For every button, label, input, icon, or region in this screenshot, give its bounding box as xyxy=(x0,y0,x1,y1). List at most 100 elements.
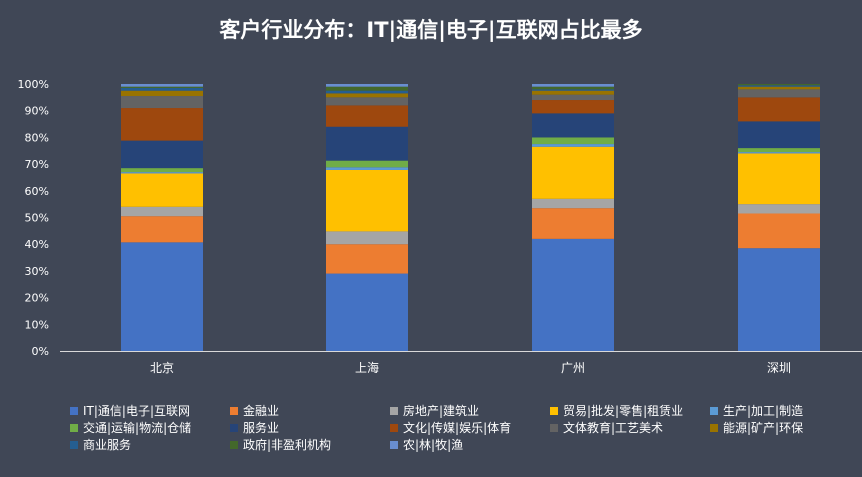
bar-segment xyxy=(326,169,408,232)
bar-segment xyxy=(326,160,408,168)
bar-segment xyxy=(121,172,203,174)
x-tick-label: 上海 xyxy=(355,360,379,375)
stacked-bar-chart: 0% 10% 20% 30% 40% 50% 60% 70% 80% 90% 100% 北京 上海 广州… xyxy=(18,78,862,375)
bar-segment xyxy=(738,86,820,90)
bar-segment xyxy=(738,248,820,351)
legend-item: 生产|加工|制造 xyxy=(710,403,850,419)
y-tick-label: 30% xyxy=(25,265,49,278)
legend-label: 生产|加工|制造 xyxy=(723,404,804,418)
bar-segment xyxy=(121,216,203,243)
legend-label: 金融业 xyxy=(243,404,280,418)
legend-item: 房地产|建筑业 xyxy=(390,403,550,419)
bar-segment xyxy=(532,100,614,114)
y-tick-label: 60% xyxy=(25,185,49,198)
bar-segment xyxy=(326,126,408,161)
bar-segment xyxy=(532,84,614,87)
y-tick-label: 20% xyxy=(25,292,49,305)
legend-swatch xyxy=(230,424,238,432)
bar-segment xyxy=(532,113,614,138)
bar-segment xyxy=(121,168,203,173)
legend-label: 政府|非盈利机构 xyxy=(243,438,332,452)
y-tick-label: 0% xyxy=(32,345,49,358)
legend-swatch xyxy=(550,424,558,432)
bar-segment xyxy=(326,167,408,170)
legend-item: 能源|矿产|环保 xyxy=(710,420,850,436)
legend-label: 文化|传媒|娱乐|体育 xyxy=(403,421,512,435)
bar-segment xyxy=(326,93,408,98)
legend-item: IT|通信|电子|互联网 xyxy=(70,403,230,419)
bar-segment xyxy=(738,204,820,214)
legend-label: 能源|矿产|环保 xyxy=(723,421,804,435)
legend: IT|通信|电子|互联网 金融业 房地产|建筑业 贸易|批发|零售|租赁业 生产|加工|… xyxy=(70,403,850,453)
bar-segment xyxy=(738,213,820,249)
bar-segment xyxy=(121,140,203,169)
legend-swatch xyxy=(70,441,78,449)
bar-segment xyxy=(738,152,820,154)
legend-item: 农|林|牧|渔 xyxy=(390,437,550,453)
bar-segment xyxy=(121,84,203,87)
bar-segment xyxy=(738,121,820,149)
legend-label: 交通|运输|物流|仓储 xyxy=(83,421,192,435)
bar-segment xyxy=(326,86,408,91)
bar-segment xyxy=(738,153,820,205)
bar-segment xyxy=(326,231,408,245)
bar-segment xyxy=(738,84,820,86)
x-tick-label: 深圳 xyxy=(767,361,791,375)
legend-item: 文化|传媒|娱乐|体育 xyxy=(390,420,550,436)
bar-segment xyxy=(326,105,408,127)
legend-swatch xyxy=(230,441,238,449)
bar-segment xyxy=(121,108,203,141)
bar-segment xyxy=(532,86,614,90)
bar-segment xyxy=(326,244,408,274)
legend-item: 金融业 xyxy=(230,403,390,419)
y-tick-label: 10% xyxy=(25,318,49,331)
x-axis: 北京 上海 广州 深圳 xyxy=(150,360,791,375)
x-tick-label: 北京 xyxy=(150,361,174,375)
legend-item: 服务业 xyxy=(230,420,390,436)
bar-segment xyxy=(121,96,203,109)
legend-swatch xyxy=(550,407,558,415)
bar-segment xyxy=(532,238,614,351)
y-axis: 0% 10% 20% 30% 40% 50% 60% 70% 80% 90% 100% xyxy=(18,78,49,358)
bar-segment xyxy=(121,242,203,351)
legend-item: 政府|非盈利机构 xyxy=(230,437,390,453)
legend-label: 文体教育|工艺美术 xyxy=(563,421,664,435)
y-tick-label: 70% xyxy=(25,158,49,171)
legend-swatch xyxy=(390,424,398,432)
legend-label: 商业服务 xyxy=(83,438,132,452)
legend-swatch xyxy=(710,424,718,432)
legend-swatch xyxy=(70,424,78,432)
x-tick-label: 广州 xyxy=(561,361,585,375)
legend-swatch xyxy=(70,407,78,415)
bar-segment xyxy=(121,206,203,217)
bar-segment xyxy=(532,198,614,209)
legend-item: 交通|运输|物流|仓储 xyxy=(70,420,230,436)
legend-label: IT|通信|电子|互联网 xyxy=(83,404,190,418)
bar-segment xyxy=(738,89,820,98)
chart-title: 客户行业分布：IT|通信|电子|互联网占比最多 xyxy=(219,18,643,42)
legend-label: 服务业 xyxy=(243,421,280,435)
bar-stacks xyxy=(121,84,820,351)
bar-segment xyxy=(532,137,614,145)
bar-segment xyxy=(738,85,820,87)
bar-segment xyxy=(121,90,203,97)
bar-segment xyxy=(532,144,614,147)
legend-label: 贸易|批发|零售|租赁业 xyxy=(563,404,684,418)
legend-label: 房地产|建筑业 xyxy=(403,404,480,418)
legend-swatch xyxy=(390,441,398,449)
bar-segment xyxy=(326,90,408,94)
legend-swatch xyxy=(390,407,398,415)
bar-segment xyxy=(532,90,614,95)
bar-segment xyxy=(532,208,614,239)
legend-swatch xyxy=(710,407,718,415)
bar-segment xyxy=(738,148,820,153)
y-tick-label: 80% xyxy=(25,131,49,144)
legend-item: 商业服务 xyxy=(70,437,230,453)
bar-segment xyxy=(121,173,203,207)
y-tick-label: 40% xyxy=(25,238,49,251)
bar-segment xyxy=(121,88,203,91)
bar-segment xyxy=(326,84,408,87)
bar-segment xyxy=(121,86,203,89)
bar-segment xyxy=(532,94,614,101)
bar-segment xyxy=(738,97,820,122)
